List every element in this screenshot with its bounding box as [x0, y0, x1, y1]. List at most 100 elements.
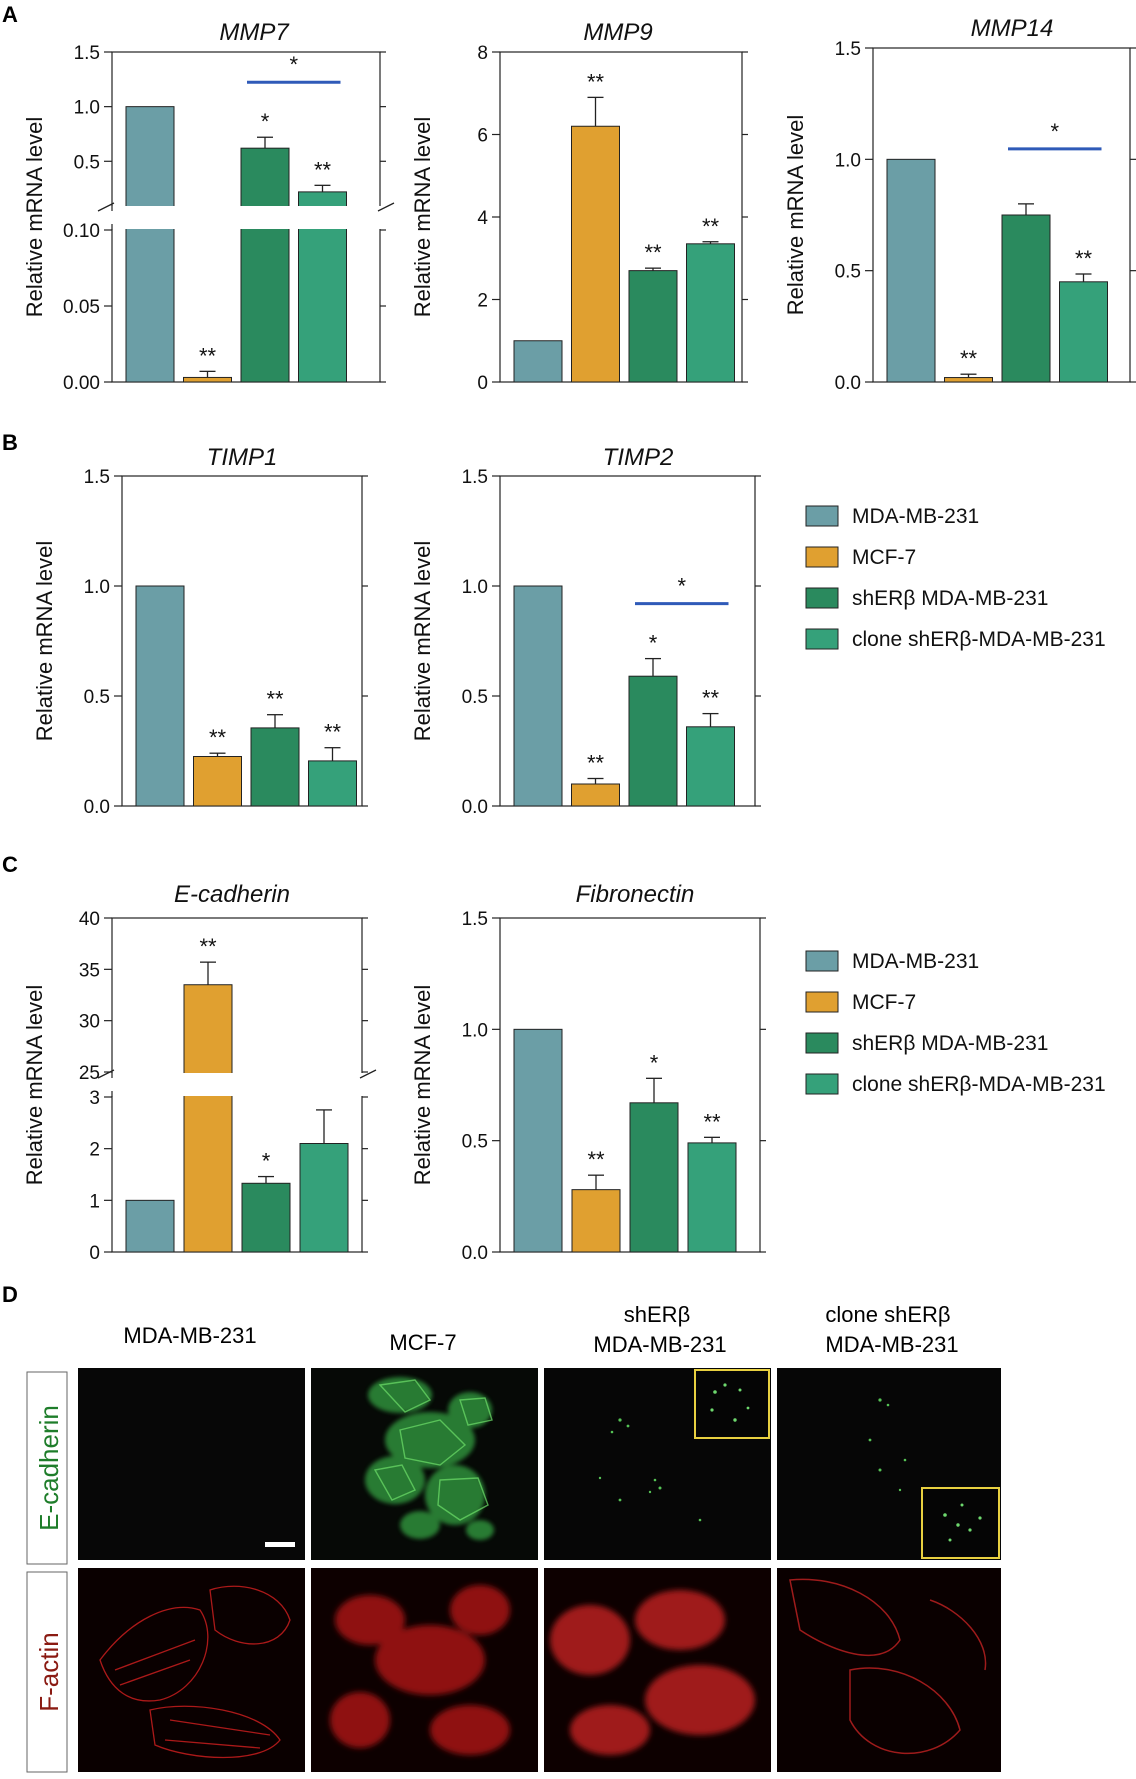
- bar-mmp9-0: [513, 340, 563, 383]
- axis-break-mmp7: [102, 206, 392, 229]
- significance-mmp9-3: **: [702, 214, 720, 239]
- y-tick-label-ecad-lower-2: 2: [89, 1140, 100, 1161]
- chart-title-ecad: E-cadherin: [174, 881, 290, 908]
- chart-title-mmp9: MMP9: [583, 19, 652, 46]
- legend-label-c-1: MCF-7: [852, 991, 916, 1014]
- chart-title-mmp14: MMP14: [971, 15, 1054, 42]
- significance-ecad-1: **: [199, 934, 217, 959]
- bar-mmp14-0: [886, 158, 936, 383]
- bar-timp1-2: [250, 727, 300, 807]
- legend-swatch-c-0: [805, 950, 839, 972]
- significance-timp2-1: **: [587, 751, 605, 776]
- y-tick-label-mmp9-0: 0: [477, 373, 488, 394]
- y-tick-label-mmp7-upper-0: 0.5: [74, 152, 100, 173]
- bracket-label-mmp7: *: [289, 52, 298, 77]
- y-tick-label-timp1-1: 0.5: [84, 687, 110, 708]
- y-axis-label-mmp9: Relative mRNA level: [410, 117, 435, 318]
- legend-swatch-c-2: [805, 1032, 839, 1054]
- y-tick-label-mmp9-1: 2: [477, 291, 488, 312]
- y-tick-label-mmp9-4: 8: [477, 43, 488, 64]
- break-mark-right-ecad: [359, 1069, 377, 1079]
- legend-panel-b: MDA-MB-231 MCF-7 shERβ MDA-MB-231 clone shE…: [805, 505, 1106, 651]
- bar-mmp9-3: [686, 243, 735, 383]
- chart-ecad: E-cadherin Relative mRNA level 0 1 2 3 25 30 35 4…: [22, 881, 377, 1264]
- image-factin-sh-signal: [550, 1590, 755, 1755]
- image-ecad-clone-inset-dots: [943, 1503, 982, 1542]
- row-label-box-ecadherin: [26, 1371, 68, 1565]
- y-tick-label-mmp7-lower-1: 0.05: [63, 297, 100, 318]
- plot-frame-timp2: [499, 475, 756, 807]
- bar-mmp14-2: [1001, 214, 1051, 383]
- y-axis-label-timp1: Relative mRNA level: [32, 541, 57, 742]
- bar-fibro-0: [513, 1028, 563, 1253]
- legend-swatch-c-1: [805, 991, 839, 1013]
- significance-fibro-1: **: [587, 1147, 605, 1172]
- y-axis-label-mmp14: Relative mRNA level: [783, 115, 808, 316]
- y-axis-label-ecad: Relative mRNA level: [22, 985, 47, 1186]
- legend-label-b-3: clone shERβ-MDA-MB-231: [852, 628, 1106, 651]
- y-axis-label-timp2: Relative mRNA level: [410, 541, 435, 742]
- chart-title-timp1: TIMP1: [207, 444, 278, 471]
- significance-timp1-3: **: [324, 720, 342, 745]
- bar-timp1-1: [193, 756, 242, 807]
- y-tick-label-mmp7-lower-0: 0.00: [63, 373, 100, 394]
- image-ecad-sh-inset-dots: [710, 1383, 750, 1422]
- y-tick-label-mmp7-upper-1: 1.0: [74, 98, 100, 119]
- y-tick-label-ecad-upper-1: 30: [79, 1012, 100, 1033]
- y-tick-label-mmp14-3: 1.5: [835, 39, 861, 60]
- bar-mmp7-1: [183, 376, 232, 383]
- legend-label-c-2: shERβ MDA-MB-231: [852, 1032, 1048, 1055]
- micro-col-3-line-1: shERβ: [624, 1302, 690, 1327]
- legend-swatch-b-2: [805, 587, 839, 609]
- y-tick-label-mmp14-1: 0.5: [835, 262, 861, 283]
- bar-mmp14-1: [944, 377, 993, 383]
- micro-col-2-line-1: MCF-7: [389, 1330, 456, 1355]
- micro-col-1-line-1: MDA-MB-231: [123, 1323, 256, 1348]
- significance-timp1-2: **: [266, 687, 284, 712]
- panel-label-b: B: [2, 430, 18, 455]
- bar-mmp9-2: [628, 270, 678, 383]
- significance-mmp7-3: **: [314, 157, 332, 182]
- chart-mmp7: MMP7 Relative mRNA level 0.00 0.05 0.10 0.5 1.…: [22, 19, 395, 394]
- bar-mmp7-0: [125, 106, 175, 383]
- bar-ecad-2: [241, 1182, 291, 1253]
- panel-label-d: D: [2, 1282, 18, 1307]
- significance-mmp9-2: **: [644, 240, 662, 265]
- y-tick-label-timp1-3: 1.5: [84, 467, 110, 488]
- y-tick-label-mmp7-upper-2: 1.5: [74, 43, 100, 64]
- microscopy-panel: MDA-MB-231 MCF-7 shERβ MDA-MB-231 clone …: [26, 1302, 1001, 1773]
- bar-ecad-3: [299, 1143, 349, 1253]
- bar-ecad-1: [183, 984, 233, 1253]
- legend-label-c-3: clone shERβ-MDA-MB-231: [852, 1073, 1106, 1096]
- y-tick-label-timp2-3: 1.5: [462, 467, 488, 488]
- y-tick-label-ecad-lower-3: 3: [89, 1088, 100, 1109]
- y-tick-label-timp2-0: 0.0: [462, 797, 488, 818]
- chart-title-timp2: TIMP2: [603, 444, 674, 471]
- y-tick-label-timp2-2: 1.0: [462, 577, 488, 598]
- bar-timp1-3: [308, 760, 357, 807]
- bar-timp1-0: [135, 585, 185, 807]
- legend-swatch-b-3: [805, 628, 839, 650]
- significance-fibro-2: *: [650, 1050, 659, 1075]
- significance-timp2-2: *: [649, 631, 658, 656]
- micro-col-3-line-2: MDA-MB-231: [593, 1332, 726, 1357]
- bar-mmp7-2: [240, 147, 290, 383]
- image-ecad-mda: [78, 1368, 305, 1560]
- bracket-label-timp2: *: [677, 574, 686, 599]
- bar-fibro-1: [571, 1189, 621, 1253]
- significance-mmp7-2: *: [261, 109, 270, 134]
- bar-ecad-0: [125, 1199, 175, 1253]
- y-tick-label-timp1-2: 1.0: [84, 577, 110, 598]
- image-factin-mda: [78, 1568, 305, 1772]
- chart-timp1: TIMP1 Relative mRNA level 0.0 0.5 1.0 1.5 ** **…: [32, 444, 368, 818]
- y-tick-label-mmp14-0: 0.0: [835, 373, 861, 394]
- significance-mmp14-1: **: [960, 346, 978, 371]
- image-ecad-clone-inset: [921, 1487, 1000, 1559]
- bar-fibro-2: [629, 1102, 679, 1253]
- micro-col-4-line-2: MDA-MB-231: [825, 1332, 958, 1357]
- y-tick-label-timp2-1: 0.5: [462, 687, 488, 708]
- legend-swatch-b-0: [805, 505, 839, 527]
